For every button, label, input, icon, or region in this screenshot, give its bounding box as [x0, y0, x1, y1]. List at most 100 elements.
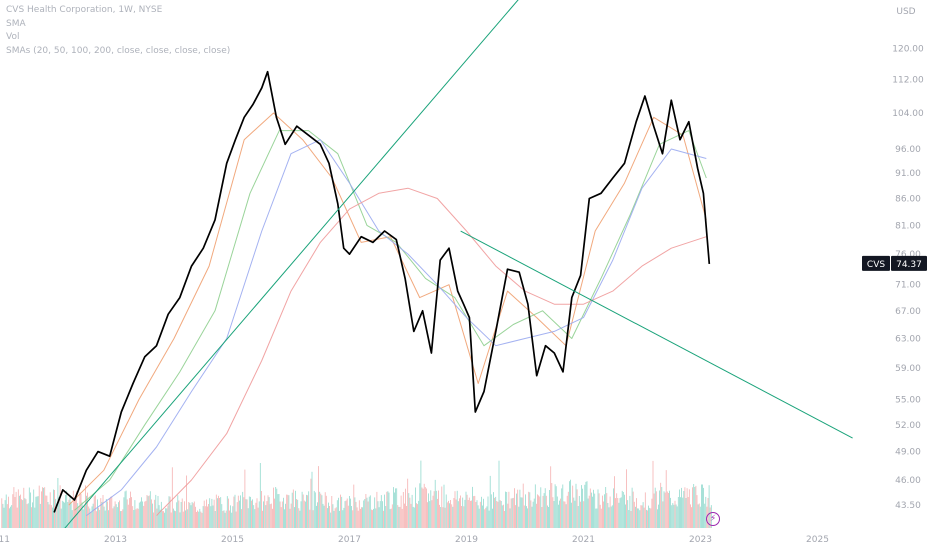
last-price-badge[interactable]: CVS 74.37 [862, 255, 927, 271]
volume-bar [189, 502, 191, 528]
x-tick-label: 2021 [572, 535, 595, 545]
volume-bar [592, 496, 593, 528]
volume-bar [420, 460, 422, 528]
volume-bar [477, 505, 479, 528]
volume-bar [333, 510, 335, 528]
trendline-2[interactable] [460, 230, 853, 439]
y-tick-label: 55.00 [895, 396, 921, 406]
volume-bar [171, 467, 173, 528]
volume-bar [330, 512, 332, 528]
volume-bar [613, 488, 614, 528]
volume-bar [170, 512, 172, 528]
x-tick-label: 2011 [0, 535, 10, 545]
volume-bar [423, 483, 425, 528]
volume-bar [422, 488, 424, 528]
trendline-1[interactable] [57, 0, 654, 537]
volume-bar [411, 494, 413, 528]
volume-bar [619, 498, 621, 528]
volume-bar [657, 509, 658, 528]
lightning-bolt-icon[interactable]: ⚡ [706, 512, 720, 526]
volume-bar [191, 502, 193, 528]
volume-bar [88, 506, 90, 528]
volume-bar [398, 506, 400, 528]
volume-bar [46, 495, 48, 528]
volume-bar [118, 502, 119, 528]
volume-bar [635, 506, 636, 528]
volume-bar [90, 512, 92, 528]
y-tick-label: 52.00 [895, 421, 921, 431]
indicator-sma[interactable]: SMA [6, 18, 26, 29]
volume-bar [165, 508, 167, 528]
volume-bar [308, 491, 310, 528]
volume-bar [38, 485, 40, 528]
volume-bar [324, 492, 326, 528]
volume-bar [648, 505, 649, 528]
volume-bar [296, 499, 297, 528]
volume-bar [245, 499, 247, 528]
volume-bar [694, 487, 696, 528]
volume-bar [444, 507, 446, 528]
volume-bar [424, 487, 426, 528]
volume-bar [193, 501, 195, 528]
volume-bar [240, 495, 241, 528]
volume-bar [32, 502, 33, 528]
volume-bar [646, 509, 647, 528]
y-tick-label: 104.00 [892, 109, 924, 119]
volume-bar [236, 502, 238, 528]
volume-bar [168, 496, 170, 528]
volume-bar [322, 503, 324, 528]
x-tick-label: 2013 [104, 535, 127, 545]
volume-bar [365, 494, 367, 528]
volume-bar [446, 502, 448, 528]
volume-bar [438, 490, 439, 528]
volume-bar [158, 505, 160, 528]
volume-bar [621, 490, 623, 528]
volume-bar [234, 494, 236, 528]
y-tick-label: 81.00 [895, 221, 921, 231]
volume-bar [593, 489, 594, 528]
indicator-smas[interactable]: SMAs (20, 50, 100, 200, close, close, cl… [6, 45, 231, 56]
volume-bar [63, 501, 64, 528]
plot-area[interactable] [1, 0, 853, 537]
volume-bar [137, 508, 139, 528]
volume-bar [451, 504, 453, 528]
volume-bar [198, 511, 200, 528]
volume-bar [166, 508, 168, 528]
volume-bar [145, 500, 147, 528]
volume-bar [468, 497, 470, 528]
volume-bar [633, 501, 635, 528]
volume-bar [661, 487, 663, 528]
volume-bar [33, 489, 35, 528]
volume-bar [433, 491, 435, 528]
volume-bar [570, 479, 571, 528]
volume-bar [244, 469, 246, 528]
volume-bar [321, 495, 323, 528]
volume-bar [533, 498, 535, 528]
volume-bar [328, 502, 329, 528]
volume-bar [440, 507, 442, 528]
volume-bar [453, 498, 455, 528]
volume-bar [538, 495, 539, 528]
volume-bar [253, 505, 255, 528]
volume-bar [206, 499, 207, 528]
volume-bar [464, 499, 466, 528]
indicator-vol[interactable]: Vol [6, 32, 20, 42]
volume-bar [78, 506, 80, 528]
volume-bar [237, 495, 239, 528]
volume-bar [379, 501, 381, 528]
volume-bar [97, 499, 98, 528]
sma-50-line [74, 130, 707, 511]
volume-bar [532, 501, 534, 528]
volume-bar [698, 503, 700, 528]
volume-bar [445, 494, 447, 528]
volume-bar [626, 469, 627, 528]
volume-bar [576, 489, 578, 528]
volume-bar [537, 494, 538, 528]
volume-bar [527, 508, 528, 528]
volume-bar [534, 484, 536, 528]
volume-bar [522, 483, 524, 528]
volume-bar [699, 506, 701, 528]
volume-bar [109, 498, 110, 528]
volume-bar [354, 497, 356, 528]
